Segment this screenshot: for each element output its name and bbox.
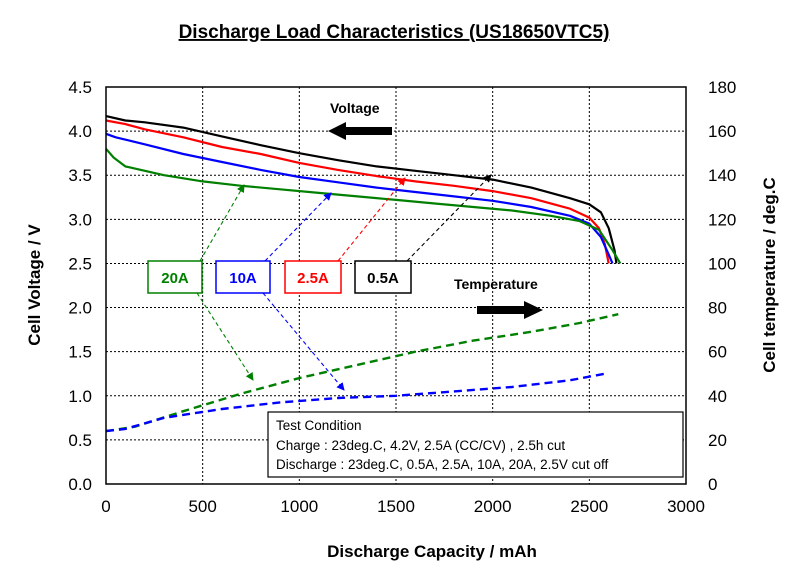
y-left-tick-label: 4.0 <box>68 122 92 141</box>
x-tick-label: 3000 <box>667 497 705 516</box>
y-axis-left-title: Cell Voltage / V <box>25 224 44 346</box>
temperature-direction-arrow <box>477 301 543 319</box>
y-right-tick-label: 20 <box>708 431 727 450</box>
legend-box <box>354 260 412 294</box>
test-condition-charge: Charge : 23deg.C, 4.2V, 2.5A (CC/CV) , 2… <box>276 438 565 453</box>
legend-box <box>284 260 342 294</box>
x-tick-label: 500 <box>188 497 216 516</box>
y-right-tick-label: 140 <box>708 166 736 185</box>
tick-labels: 0 500 1000 1500 2000 2500 30000.00.51.01.52.02… <box>68 78 736 516</box>
y-left-tick-label: 3.0 <box>68 210 92 229</box>
voltage-label: Voltage <box>330 100 380 116</box>
x-tick-label: 1500 <box>377 497 415 516</box>
voltage-line-0.5A <box>105 115 618 264</box>
legend-box-label: 10A <box>229 270 257 287</box>
legend-box-label: 20A <box>161 270 189 287</box>
y-right-tick-label: 120 <box>708 210 736 229</box>
y-right-tick-label: 80 <box>708 299 727 318</box>
legend-box <box>215 260 271 294</box>
pointer-arrow <box>262 292 345 391</box>
y-axis-right-title: Cell temperature / deg.C <box>760 177 779 373</box>
series-lines <box>105 115 622 433</box>
y-left-tick-label: 1.0 <box>68 387 92 406</box>
pointer-arrow <box>196 292 254 381</box>
x-tick-label: 0 <box>101 497 110 516</box>
y-left-tick-label: 0.0 <box>68 475 92 494</box>
pointer-arrow <box>406 174 492 262</box>
y-left-tick-label: 2.0 <box>68 299 92 318</box>
pointer-arrow <box>264 192 332 262</box>
annotations: 20A 10A 2.5A 0.5A Voltage Temperature Test Con… <box>147 100 684 478</box>
chart-title: Discharge Load Characteristics (US18650V… <box>179 22 610 43</box>
y-left-tick-label: 1.5 <box>68 343 92 362</box>
y-right-tick-label: 160 <box>708 122 736 141</box>
y-left-tick-label: 4.5 <box>68 78 92 97</box>
pointer-arrow <box>199 184 245 262</box>
x-tick-label: 2000 <box>474 497 512 516</box>
y-right-tick-label: 100 <box>708 254 736 273</box>
y-right-tick-label: 180 <box>708 78 736 97</box>
test-condition-box <box>267 411 684 478</box>
test-condition-discharge: Discharge : 23deg.C, 0.5A, 2.5A, 10A, 20… <box>276 457 608 472</box>
y-left-tick-label: 3.5 <box>68 166 92 185</box>
legend-box-label: 2.5A <box>297 270 329 287</box>
temperature-label: Temperature <box>454 276 538 292</box>
test-condition-heading: Test Condition <box>276 418 362 433</box>
y-left-tick-label: 0.5 <box>68 431 92 450</box>
x-tick-label: 2500 <box>570 497 608 516</box>
pointer-arrow <box>337 177 406 262</box>
x-tick-label: 1000 <box>280 497 318 516</box>
y-right-tick-label: 60 <box>708 343 727 362</box>
y-right-tick-label: 0 <box>708 475 717 494</box>
x-axis-title: Discharge Capacity / mAh <box>327 542 537 561</box>
legend-box <box>147 260 203 294</box>
temperature-line-20A <box>105 313 619 433</box>
voltage-line-20A <box>105 148 622 264</box>
y-left-tick-label: 2.5 <box>68 254 92 273</box>
temperature-line-10A <box>105 372 606 433</box>
voltage-direction-arrow <box>328 122 392 140</box>
y-right-tick-label: 40 <box>708 387 727 406</box>
voltage-line-2.5A <box>105 119 610 264</box>
legend-box-label: 0.5A <box>367 270 399 287</box>
plot-frame <box>105 86 687 485</box>
